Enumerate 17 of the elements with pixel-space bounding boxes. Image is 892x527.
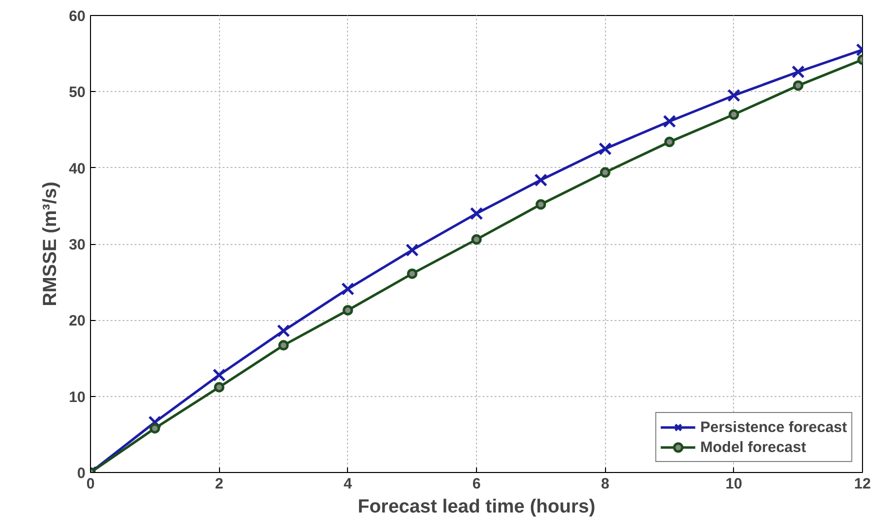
- y-axis-title: RMSSE (m³/s): [40, 182, 61, 306]
- x-tick-label: 10: [725, 476, 742, 492]
- y-tick-label: 10: [68, 388, 86, 406]
- y-tick-label: 40: [68, 160, 86, 178]
- y-tick-label: 50: [68, 84, 86, 102]
- y-tick-label: 60: [68, 8, 86, 25]
- y-tick-label: 0: [77, 465, 86, 482]
- x-axis-title: Forecast lead time (hours): [358, 496, 596, 518]
- x-tick-label: 2: [214, 476, 224, 492]
- x-tick-label: 12: [854, 476, 871, 492]
- legend-label: Persistence forecast: [700, 418, 847, 436]
- x-tick-label: 4: [344, 476, 353, 492]
- y-tick-label: 20: [68, 312, 86, 330]
- x-tick-label: 6: [472, 476, 481, 492]
- legend-label: Model forecast: [700, 438, 806, 456]
- y-tick-label: 30: [68, 236, 86, 254]
- x-tick-label: 8: [600, 476, 610, 492]
